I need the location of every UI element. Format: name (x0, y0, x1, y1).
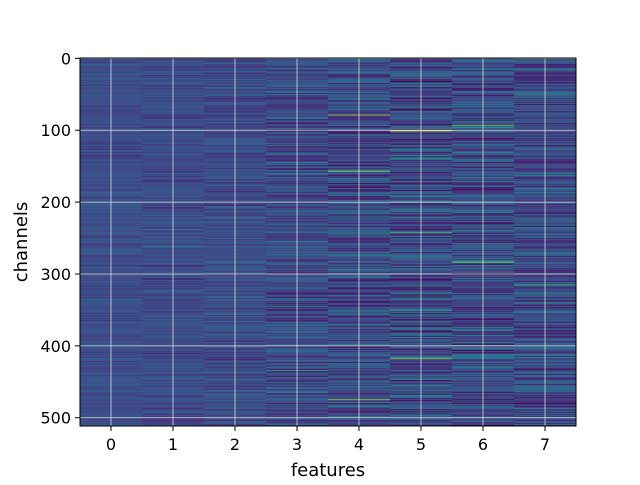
y-tick-label: 500 (40, 409, 71, 428)
heatmap-cells (80, 58, 577, 427)
y-tick-label: 300 (40, 265, 71, 284)
x-tick-label: 3 (292, 435, 302, 454)
plot-frame (79, 57, 577, 427)
x-axis-label: features (291, 460, 365, 480)
x-tick-label: 7 (540, 435, 550, 454)
y-tick-label: 0 (61, 49, 71, 68)
y-tick-label: 100 (40, 121, 71, 140)
x-tick-label: 6 (478, 435, 488, 454)
x-tick-label: 4 (354, 435, 364, 454)
y-tick-label: 400 (40, 337, 71, 356)
x-tick-label: 0 (106, 435, 116, 454)
y-axis-label: channels (11, 202, 32, 283)
grid-lines (80, 57, 576, 426)
x-tick-label: 5 (416, 435, 426, 454)
y-tick-label: 200 (40, 193, 71, 212)
x-tick-label: 1 (168, 435, 178, 454)
y-axis-ticks: 0 100 200 300 400 500 (40, 49, 80, 428)
x-axis-ticks: 0 1 2 3 4 5 6 7 (106, 426, 550, 454)
x-tick-label: 2 (230, 435, 240, 454)
